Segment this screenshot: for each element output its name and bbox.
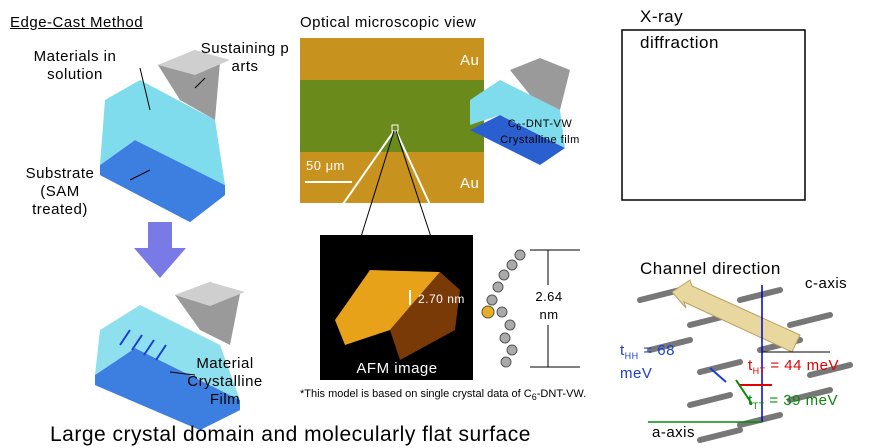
text: Crystalline film <box>500 134 580 146</box>
text: HH <box>625 351 639 361</box>
text: TT <box>753 401 765 411</box>
artwork <box>0 0 877 448</box>
scale-label: 50 μm <box>306 157 345 175</box>
text: = 68 meV <box>620 342 675 382</box>
optical-title: Optical microscopic view <box>300 14 476 32</box>
text: -DNT-VW <box>522 118 573 130</box>
text: HT <box>753 366 766 376</box>
au-label: Au <box>460 52 479 70</box>
axis-label: c-axis <box>805 275 847 293</box>
caption: Large crystal domain and molecularly fla… <box>50 422 531 448</box>
au-label: Au <box>460 175 479 193</box>
text: -DNT-VW. <box>537 388 587 400</box>
model-note: *This model is based on single crystal d… <box>300 387 630 404</box>
text: = 44 meV <box>770 357 839 374</box>
step-label: 2.70 nm <box>418 290 465 308</box>
method-title: Edge-Cast Method <box>10 14 143 32</box>
optical-image <box>300 38 484 203</box>
afm-label: AFM image <box>332 360 462 378</box>
label: Material Crystalline Film <box>185 355 265 409</box>
label: Sustaining parts <box>200 40 290 76</box>
t-ht-label: tHT = 44 meV <box>748 357 839 380</box>
xray-title: X-ray diffraction <box>640 4 760 56</box>
text: C <box>524 388 532 400</box>
text: = 39 meV <box>769 392 838 409</box>
film-inset <box>470 58 570 165</box>
process-arrow <box>134 222 186 278</box>
height-label: 2.64 nm <box>530 288 568 324</box>
molecule-model <box>482 250 525 367</box>
text: *This model is based on single crystal d… <box>300 388 521 400</box>
label: Materials in solution <box>20 48 130 84</box>
label: Substrate (SAM treated) <box>15 165 105 219</box>
t-hh-label: tHH = 68 meV <box>620 342 700 383</box>
channel-label: Channel direction <box>640 260 781 278</box>
axis-label: a-axis <box>652 424 695 442</box>
text: C <box>508 118 516 130</box>
t-tt-label: tTT = 39 meV <box>748 392 838 415</box>
page: Edge-Cast Method Materials in solution S… <box>0 0 877 448</box>
